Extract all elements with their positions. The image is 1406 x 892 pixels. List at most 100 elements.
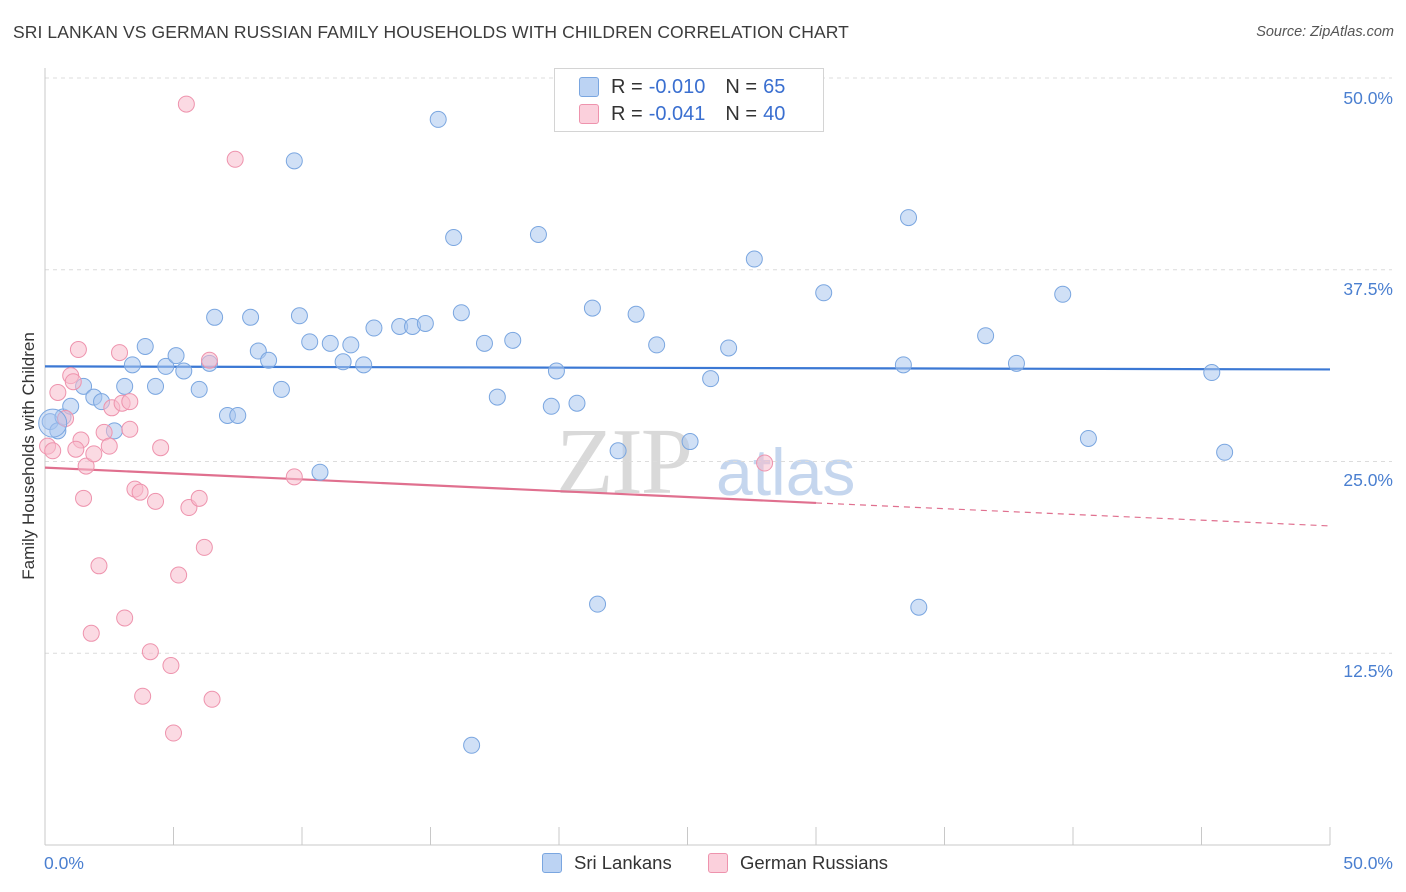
- legend-swatch-german-russians: [708, 853, 728, 873]
- x-tick-min: 0.0%: [44, 853, 84, 873]
- legend-n-label: N =: [725, 102, 758, 125]
- data-point-german-russians: [226, 150, 244, 168]
- series-legend: Sri Lankans German Russians: [0, 852, 1406, 878]
- data-point-sri-lankans: [321, 334, 339, 352]
- chart-title: SRI LANKAN VS GERMAN RUSSIAN FAMILY HOUS…: [13, 22, 849, 42]
- data-point-sri-lankans: [583, 299, 601, 317]
- data-point-sri-lankans: [452, 304, 470, 322]
- legend-n-value: 40: [763, 102, 786, 125]
- data-point-german-russians: [285, 468, 303, 486]
- data-point-sri-lankans: [285, 152, 303, 170]
- data-point-german-russians: [131, 483, 149, 501]
- data-point-sri-lankans: [334, 353, 352, 371]
- data-point-sri-lankans: [627, 305, 645, 323]
- data-point-german-russians: [111, 344, 129, 362]
- trend-extension-german-russians: [815, 502, 1331, 527]
- data-point-sri-lankans: [260, 351, 278, 369]
- data-point-sri-lankans: [416, 314, 434, 332]
- legend-swatch-sri-lankans: [579, 77, 599, 97]
- data-point-sri-lankans: [175, 362, 193, 380]
- data-point-german-russians: [100, 437, 118, 455]
- y-tick-37-5: 37.5%: [1343, 279, 1393, 299]
- data-point-sri-lankans: [311, 463, 329, 481]
- legend-r-label: R =: [611, 102, 643, 125]
- data-point-sri-lankans: [290, 307, 308, 325]
- data-point-german-russians: [195, 538, 213, 556]
- data-point-sri-lankans: [445, 229, 463, 247]
- data-point-sri-lankans: [720, 339, 738, 357]
- data-point-sri-lankans: [900, 209, 918, 227]
- trend-line-sri-lankans: [44, 365, 1331, 371]
- data-point-german-russians: [147, 492, 165, 510]
- data-point-sri-lankans: [157, 357, 175, 375]
- data-point-german-russians: [121, 393, 139, 411]
- legend-r-label: R =: [611, 75, 643, 98]
- data-point-german-russians: [69, 341, 87, 359]
- data-point-german-russians: [49, 383, 67, 401]
- data-point-sri-lankans-cluster: [38, 408, 68, 438]
- data-point-sri-lankans: [463, 736, 481, 754]
- data-point-german-russians: [75, 489, 93, 507]
- data-point-sri-lankans: [229, 406, 247, 424]
- watermark-atlas: atlas: [716, 435, 856, 509]
- data-point-german-russians: [203, 690, 221, 708]
- data-point-sri-lankans: [123, 356, 141, 374]
- data-point-sri-lankans: [542, 397, 560, 415]
- legend-item-sri-lankans[interactable]: Sri Lankans: [542, 852, 672, 874]
- legend-row-german-russians: R = -0.041 N = 40: [579, 102, 785, 126]
- stats-legend: R = -0.010 N = 65 R = -0.041 N = 40: [554, 68, 824, 132]
- data-point-german-russians: [77, 457, 95, 475]
- data-point-german-russians: [756, 454, 774, 472]
- data-point-sri-lankans: [365, 319, 383, 337]
- data-point-sri-lankans: [1079, 429, 1097, 447]
- data-point-sri-lankans: [547, 362, 565, 380]
- legend-swatch-sri-lankans: [542, 853, 562, 873]
- data-point-german-russians: [134, 687, 152, 705]
- data-point-german-russians: [44, 442, 62, 460]
- legend-swatch-german-russians: [579, 104, 599, 124]
- data-point-sri-lankans: [429, 110, 447, 128]
- data-point-german-russians: [64, 373, 82, 391]
- data-point-german-russians: [177, 95, 195, 113]
- legend-label-german-russians: German Russians: [740, 852, 889, 873]
- data-point-sri-lankans: [242, 308, 260, 326]
- data-point-german-russians: [85, 445, 103, 463]
- x-tick-max: 50.0%: [1343, 853, 1393, 873]
- data-point-german-russians: [116, 609, 134, 627]
- data-point-german-russians: [82, 624, 100, 642]
- legend-item-german-russians[interactable]: German Russians: [708, 852, 888, 874]
- legend-n-label: N =: [725, 75, 758, 98]
- data-point-sri-lankans: [529, 225, 547, 243]
- trend-layer: [44, 365, 1331, 527]
- data-point-sri-lankans: [342, 336, 360, 354]
- data-point-sri-lankans: [815, 284, 833, 302]
- y-tick-50: 50.0%: [1343, 88, 1393, 108]
- data-point-sri-lankans: [190, 380, 208, 398]
- data-point-german-russians: [165, 724, 182, 742]
- data-point-sri-lankans: [504, 331, 522, 349]
- y-axis-title: Family Households with Children: [19, 332, 38, 580]
- data-point-sri-lankans: [301, 333, 319, 351]
- data-point-sri-lankans: [1216, 443, 1234, 461]
- data-point-sri-lankans: [1054, 285, 1072, 303]
- data-point-german-russians: [152, 439, 170, 457]
- data-point-sri-lankans: [116, 377, 134, 395]
- data-point-sri-lankans: [745, 250, 763, 268]
- y-tick-25: 25.0%: [1343, 470, 1393, 490]
- data-point-sri-lankans: [206, 308, 224, 326]
- data-point-sri-lankans: [702, 370, 720, 388]
- data-point-sri-lankans: [894, 356, 912, 374]
- legend-n-value: 65: [763, 75, 786, 98]
- data-point-sri-lankans: [648, 336, 666, 354]
- data-point-german-russians: [162, 657, 180, 675]
- data-point-sri-lankans: [681, 433, 699, 451]
- data-point-sri-lankans: [147, 377, 165, 395]
- data-point-sri-lankans: [609, 442, 627, 460]
- source-label: Source: ZipAtlas.com: [1256, 24, 1394, 40]
- data-point-german-russians: [67, 440, 85, 458]
- legend-row-sri-lankans: R = -0.010 N = 65: [579, 75, 785, 99]
- data-point-sri-lankans: [167, 347, 185, 365]
- data-point-sri-lankans: [1007, 354, 1025, 372]
- points-layer: [38, 95, 1234, 754]
